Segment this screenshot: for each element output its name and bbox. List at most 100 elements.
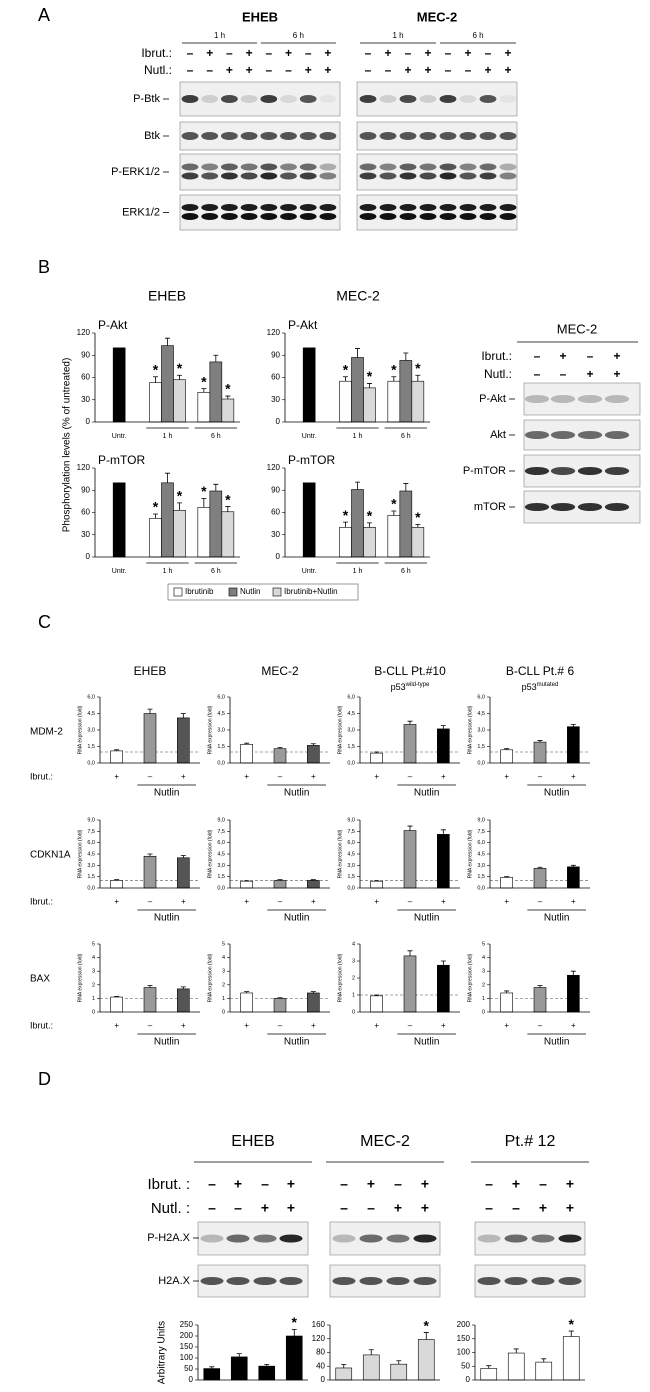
significance-mark: * xyxy=(201,373,207,389)
blot-band xyxy=(221,172,238,180)
blot-label: P-H2A.X xyxy=(147,1232,190,1244)
blot-band xyxy=(201,163,219,171)
y-tick-label: 1,5 xyxy=(477,744,485,750)
error-bar xyxy=(423,1332,429,1340)
x-tick-label: + xyxy=(244,772,249,781)
blot-label: ERK1/2 xyxy=(122,206,160,218)
y-axis-label: RNA expression (fold) xyxy=(77,705,83,754)
blot-band xyxy=(479,132,497,140)
error-bar xyxy=(440,829,446,835)
y-tick-label: 2 xyxy=(352,975,355,981)
y-tick-label: 0 xyxy=(222,1009,225,1015)
cell-line-title: MEC-2 xyxy=(417,9,457,24)
x-tick-label: + xyxy=(114,897,119,906)
error-bar xyxy=(403,483,409,491)
blot-band xyxy=(479,163,497,171)
x-tick-label: + xyxy=(374,1021,379,1030)
bar xyxy=(500,749,513,764)
y-tick-label: 1 xyxy=(482,996,485,1002)
blot-band xyxy=(332,1277,356,1285)
blot-band xyxy=(550,503,576,511)
blot-band xyxy=(577,395,603,403)
bar xyxy=(240,880,253,889)
x-tick-label: + xyxy=(441,1021,446,1030)
x-tick-label: 6 h xyxy=(401,568,411,575)
error-bar xyxy=(201,388,207,393)
bar xyxy=(533,987,547,1013)
y-tick-label: 1,5 xyxy=(87,744,95,750)
error-bar xyxy=(147,853,153,857)
x-tick-label: – xyxy=(408,897,413,906)
y-tick-label: 6,0 xyxy=(217,840,225,846)
x-tick-label: 1 h xyxy=(163,568,173,575)
group-label: Nutlin xyxy=(284,913,310,924)
treatment-sign: – xyxy=(305,46,312,60)
column-title: MEC-2 xyxy=(261,664,299,678)
bar xyxy=(403,830,417,889)
error-bar xyxy=(570,724,576,727)
bar xyxy=(203,1368,221,1381)
y-tick-label: 1 xyxy=(222,996,225,1002)
significance-mark: * xyxy=(367,508,373,524)
row-label: Nutl. : xyxy=(151,1200,190,1217)
blot-band xyxy=(181,204,199,211)
column-subtitle: p53wild-type xyxy=(391,682,430,693)
y-tick-label: 250 xyxy=(180,1320,194,1329)
bar xyxy=(370,995,383,1013)
y-axis-label: RNA expression (fold) xyxy=(207,829,213,878)
bar xyxy=(533,868,547,889)
blot-band xyxy=(280,95,297,103)
y-tick-label: 3 xyxy=(92,969,95,975)
error-bar xyxy=(504,990,510,993)
chart-title: P-Akt xyxy=(98,318,128,332)
blot-band xyxy=(299,163,317,171)
group-label: Nutlin xyxy=(414,1037,440,1048)
legend-label: Ibrutinib xyxy=(185,587,214,596)
y-axis-label: RNA expression (fold) xyxy=(467,953,473,1002)
bar xyxy=(437,964,450,1013)
significance-mark: * xyxy=(292,1314,298,1330)
bar xyxy=(143,713,157,764)
x-tick-label: – xyxy=(408,1021,413,1030)
blot-band xyxy=(399,172,417,180)
bar xyxy=(387,380,401,423)
bar xyxy=(221,511,235,558)
blot-band xyxy=(359,163,377,171)
bar xyxy=(173,509,186,558)
y-tick-label: 60 xyxy=(81,508,90,517)
y-tick-label: 30 xyxy=(81,530,90,539)
error-bar xyxy=(310,991,316,993)
bar xyxy=(390,1363,408,1381)
x-tick-label: + xyxy=(441,897,446,906)
blot-band xyxy=(181,163,199,171)
blot-band xyxy=(201,213,219,220)
error-bar xyxy=(570,970,576,976)
error-bar xyxy=(440,725,446,729)
blot xyxy=(523,382,641,416)
blot-band xyxy=(477,1277,501,1285)
y-tick-label: 0,0 xyxy=(217,760,225,766)
blot-band xyxy=(558,1277,582,1285)
blot-band xyxy=(226,1277,250,1285)
cell-line-title: MEC-2 xyxy=(336,288,380,304)
blot-band xyxy=(319,204,337,211)
treatment-sign: – xyxy=(465,63,472,77)
blot-band xyxy=(550,395,576,403)
bar xyxy=(110,750,123,764)
treatment-sign: + xyxy=(226,63,233,77)
treatment-sign: + xyxy=(305,63,312,77)
group-label: Nutlin xyxy=(154,913,180,924)
y-axis-label: RNA expression (fold) xyxy=(337,829,343,878)
x-tick-label: – xyxy=(538,897,543,906)
blot-band xyxy=(459,163,477,171)
treatment-sign: – xyxy=(265,46,272,60)
time-label: 6 h xyxy=(472,31,483,40)
y-tick-label: 1 xyxy=(92,996,95,1002)
bar xyxy=(258,1365,276,1381)
error-bar xyxy=(374,994,380,996)
error-bar xyxy=(114,749,120,751)
y-tick-label: 3 xyxy=(352,958,355,964)
chart-title: P-mTOR xyxy=(98,453,145,467)
x-tick-label: + xyxy=(374,897,379,906)
